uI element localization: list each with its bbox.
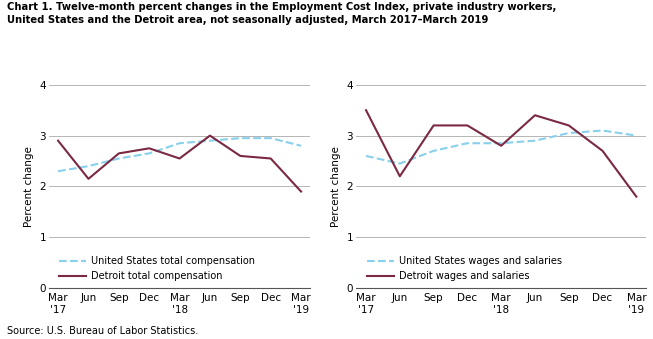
United States total compensation <box>84 164 92 168</box>
Detroit total compensation <box>206 134 214 138</box>
Text: United States and the Detroit area, not seasonally adjusted, March 2017–March 20: United States and the Detroit area, not … <box>7 15 488 25</box>
Line: Detroit wages and salaries: Detroit wages and salaries <box>366 110 636 197</box>
Detroit wages and salaries <box>362 108 370 112</box>
Detroit wages and salaries <box>464 123 471 127</box>
Detroit total compensation <box>115 151 123 155</box>
United States wages and salaries <box>599 128 607 133</box>
United States total compensation <box>115 157 123 161</box>
Detroit total compensation <box>297 190 305 194</box>
Legend: United States wages and salaries, Detroit wages and salaries: United States wages and salaries, Detroi… <box>366 256 562 281</box>
Detroit wages and salaries <box>599 149 607 153</box>
Legend: United States total compensation, Detroit total compensation: United States total compensation, Detroi… <box>59 256 255 281</box>
United States total compensation <box>267 136 275 140</box>
Detroit total compensation <box>54 139 62 143</box>
United States total compensation <box>54 169 62 173</box>
Text: Chart 1. Twelve-month percent changes in the Employment Cost Index, private indu: Chart 1. Twelve-month percent changes in… <box>7 2 556 12</box>
Detroit wages and salaries <box>396 174 404 178</box>
United States total compensation <box>206 139 214 143</box>
Detroit wages and salaries <box>531 113 539 117</box>
Y-axis label: Percent change: Percent change <box>331 146 341 227</box>
United States wages and salaries <box>498 141 505 145</box>
Detroit total compensation <box>145 146 153 151</box>
Detroit wages and salaries <box>632 195 640 199</box>
United States wages and salaries <box>362 154 370 158</box>
Detroit wages and salaries <box>565 123 573 127</box>
Line: United States wages and salaries: United States wages and salaries <box>366 131 636 164</box>
Text: Source: U.S. Bureau of Labor Statistics.: Source: U.S. Bureau of Labor Statistics. <box>7 326 198 336</box>
United States total compensation <box>145 151 153 155</box>
United States total compensation <box>176 141 183 145</box>
United States wages and salaries <box>565 131 573 135</box>
United States total compensation <box>236 136 244 140</box>
Detroit total compensation <box>267 157 275 161</box>
United States wages and salaries <box>632 134 640 138</box>
Detroit total compensation <box>176 157 183 161</box>
Detroit total compensation <box>84 177 92 181</box>
Detroit wages and salaries <box>430 123 438 127</box>
Y-axis label: Percent change: Percent change <box>24 146 34 227</box>
United States wages and salaries <box>531 139 539 143</box>
Detroit total compensation <box>236 154 244 158</box>
United States total compensation <box>297 144 305 148</box>
Detroit wages and salaries <box>498 144 505 148</box>
United States wages and salaries <box>464 141 471 145</box>
United States wages and salaries <box>396 162 404 166</box>
Line: Detroit total compensation: Detroit total compensation <box>58 136 301 192</box>
United States wages and salaries <box>430 149 438 153</box>
Line: United States total compensation: United States total compensation <box>58 138 301 171</box>
